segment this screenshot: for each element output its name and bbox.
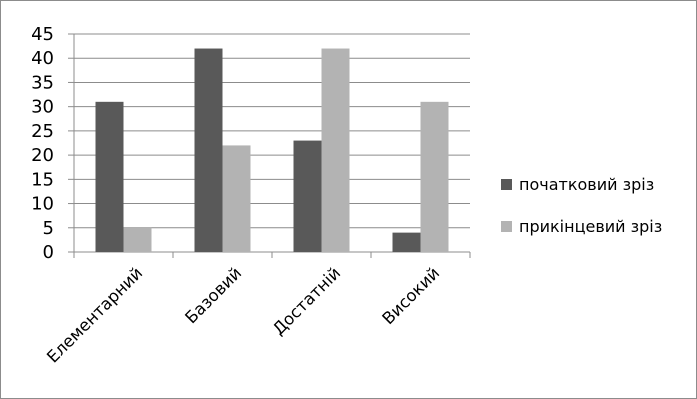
bar-series-2 <box>321 48 350 253</box>
legend-swatch <box>501 179 512 190</box>
bar-series-1 <box>194 48 223 253</box>
legend-label: початковий зріз <box>519 175 654 194</box>
y-tick-label: 30 <box>31 97 54 118</box>
y-tick-label: 10 <box>31 194 54 215</box>
y-tick-label: 40 <box>31 48 54 69</box>
bar-series-1 <box>95 101 124 252</box>
bar-series-2 <box>420 101 449 252</box>
x-category-label: Достатній <box>269 263 344 338</box>
y-tick-label: 0 <box>43 242 54 263</box>
y-tick-label: 15 <box>31 169 54 190</box>
x-category-label: Базовий <box>181 263 245 327</box>
x-category-label: Високий <box>379 263 444 328</box>
y-tick-label: 45 <box>31 24 54 45</box>
x-category-label: Елементарний <box>43 263 146 366</box>
legend-label: прикінцевий зріз <box>519 217 662 236</box>
y-tick-label: 20 <box>31 145 54 166</box>
bar-series-2 <box>222 145 251 252</box>
bar-series-1 <box>392 232 421 252</box>
y-tick-label: 35 <box>31 72 54 93</box>
legend-swatch <box>501 221 512 232</box>
bar-series-1 <box>293 140 322 252</box>
bar-series-2 <box>123 227 152 252</box>
y-tick-label: 5 <box>43 218 54 239</box>
y-tick-label: 25 <box>31 121 54 142</box>
